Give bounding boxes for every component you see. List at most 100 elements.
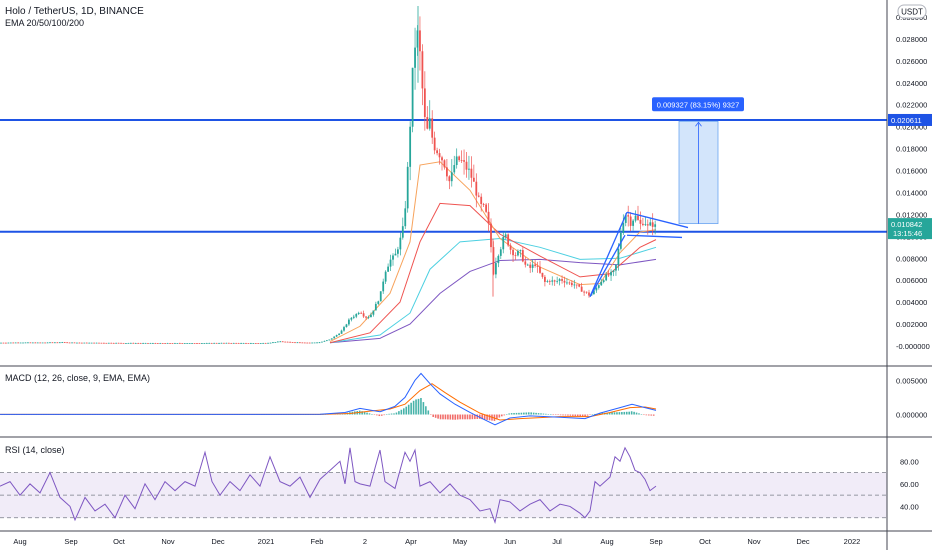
candle-body [276,341,279,343]
candle-body [556,280,559,282]
candle-body [115,342,118,344]
candle-body [267,342,269,344]
candle-body [642,223,644,225]
candle-body [0,342,2,344]
candle-body [205,343,208,344]
candle-body [389,259,392,267]
price-axis[interactable]: 0.0300000.0280000.0260000.0240000.022000… [888,13,932,511]
candle-body [573,284,576,286]
macd-histogram-bar [371,414,373,415]
pattern-trendline[interactable] [589,211,628,297]
arrow-head-icon [695,121,702,127]
candle-body [453,165,456,173]
candle-body [441,157,443,161]
ema20-line [329,161,657,343]
candle-body [470,168,473,178]
candle-body [44,342,46,344]
price-tick-label: 0.006000 [896,276,927,285]
time-tick-label: Dec [211,537,225,546]
candle-body [183,343,186,344]
price-tick-label: 0.020000 [896,123,927,132]
candle-body [85,342,88,344]
macd-histogram-bar [532,412,535,415]
time-tick-label: Feb [311,537,324,546]
candle-body [254,343,257,344]
candle-body [316,342,318,344]
candle-body [174,342,176,344]
candle-body [360,312,363,314]
time-axis[interactable]: Aug Sep Oct Nov Dec 2021 Feb 2 Apr May Jun Jul Aug Se… [13,537,860,546]
candle-body [377,301,380,304]
rsi-pane[interactable] [0,446,887,524]
candle-body [605,274,608,281]
candle-body [394,253,397,256]
macd-histogram-bar [498,414,501,418]
macd-histogram-bar [576,414,579,417]
candle-body [210,342,213,344]
macd-histogram-bar [579,414,581,417]
candle-body [507,234,510,246]
candle-body [629,216,632,226]
candle-body [649,222,652,226]
macd-pane[interactable] [0,372,657,426]
time-tick-label: Nov [161,537,175,546]
macd-histogram-bar [572,414,574,416]
candle-body [269,342,272,344]
rsi-tick-label: 40.00 [900,502,919,511]
macd-histogram-bar [405,406,408,415]
candle-body [257,343,260,344]
candle-body [534,264,536,266]
macd-histogram-bar [444,414,447,420]
pattern-trendline[interactable] [626,211,689,229]
candle-body [303,342,306,344]
macd-histogram-bar [554,414,557,416]
macd-histogram-bar [650,414,653,416]
candle-body [299,342,301,344]
candle-body [289,341,291,343]
candle-body [218,343,220,344]
candle-body [399,237,402,250]
candle-body [120,342,122,344]
macd-histogram-bar [449,414,452,420]
pattern-trendline[interactable] [589,234,626,297]
candle-body [387,266,389,272]
candle-body [468,168,470,170]
pattern-trendline[interactable] [626,234,683,239]
candle-body [134,343,137,344]
candle-body [95,342,98,344]
macd-histogram-bar [630,411,633,415]
macd-histogram-bar [652,414,655,416]
macd-histogram-bar [378,414,381,417]
candle-body [127,342,130,344]
candle-body [463,160,465,162]
macd-histogram-bar [611,412,613,415]
macd-histogram-bar [643,414,645,416]
candle-body [323,340,326,342]
candle-body [357,312,360,315]
candle-body [259,343,262,344]
price-tick-label: 0.012000 [896,210,927,219]
ema-legend: EMA 20/50/100/200 [5,18,84,28]
candle-body [56,342,59,344]
candle-body [561,279,563,281]
time-tick-label: Oct [113,537,126,546]
price-pane[interactable]: 0.009327 (83.15%) 9327 [0,6,887,344]
candle-body [600,281,603,286]
macd-histogram-bar [633,411,635,415]
rsi-tick-label: 80.00 [900,457,919,466]
macd-tick-label: 0.000000 [896,411,927,420]
macd-histogram-bar [540,413,542,415]
candle-body [634,215,637,221]
currency-badge[interactable] [897,4,927,19]
macd-histogram-bar [376,414,378,416]
candle-body [5,342,7,344]
candle-body [352,316,355,318]
candle-body [428,118,431,129]
candle-body [242,342,245,344]
candle-body [164,343,167,344]
candle-body [544,276,546,282]
candle-body [414,47,416,68]
candle-body [7,342,10,344]
candle-body [22,342,24,344]
